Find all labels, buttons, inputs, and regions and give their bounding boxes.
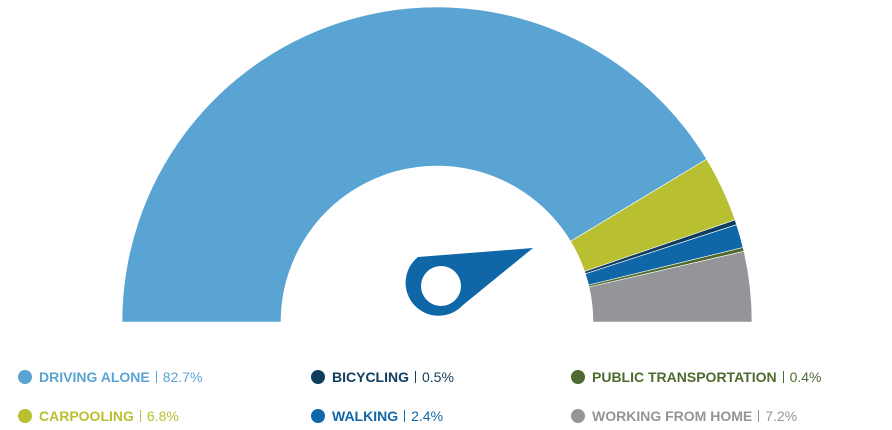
legend-label: BICYCLING: [332, 369, 409, 385]
legend-item: PUBLIC TRANSPORTATION 0.4%: [571, 367, 822, 387]
value-label: 0.5%: [422, 369, 454, 385]
separator: [758, 410, 760, 422]
value-label: 0.4%: [789, 369, 822, 385]
needle-hub: [421, 266, 461, 306]
legend-item: CARPOOLING 6.8%: [18, 406, 179, 426]
legend-swatch: [311, 370, 325, 384]
legend-item: WALKING 2.4%: [311, 406, 443, 426]
separator: [415, 371, 416, 383]
legend-item: DRIVING ALONE 82.7%: [18, 367, 202, 387]
legend-item: WORKING FROM HOME 7.2%: [571, 406, 797, 426]
chart: [121, 6, 753, 323]
slice: [121, 6, 708, 323]
legend-swatch: [311, 409, 325, 423]
legend-item: BICYCLING 0.5%: [311, 367, 454, 387]
separator: [404, 410, 406, 422]
slice: [588, 250, 753, 323]
separator: [139, 410, 141, 422]
legend-label: PUBLIC TRANSPORTATION: [592, 369, 777, 385]
value-label: 2.4%: [411, 408, 444, 424]
legend-swatch: [571, 409, 585, 423]
separator: [155, 371, 157, 383]
legend-swatch: [18, 370, 32, 384]
legend-label: WORKING FROM HOME: [592, 408, 753, 424]
legend-label: CARPOOLING: [39, 408, 134, 424]
legend-swatch: [18, 409, 32, 423]
value-label: 6.8%: [146, 408, 179, 424]
value-label: 82.7%: [162, 369, 203, 385]
legend-swatch: [571, 370, 585, 384]
legend-label: WALKING: [332, 408, 399, 424]
separator: [782, 371, 784, 383]
slices: [121, 6, 753, 323]
legend-label: DRIVING ALONE: [39, 369, 150, 385]
value-label: 7.2%: [765, 408, 798, 424]
